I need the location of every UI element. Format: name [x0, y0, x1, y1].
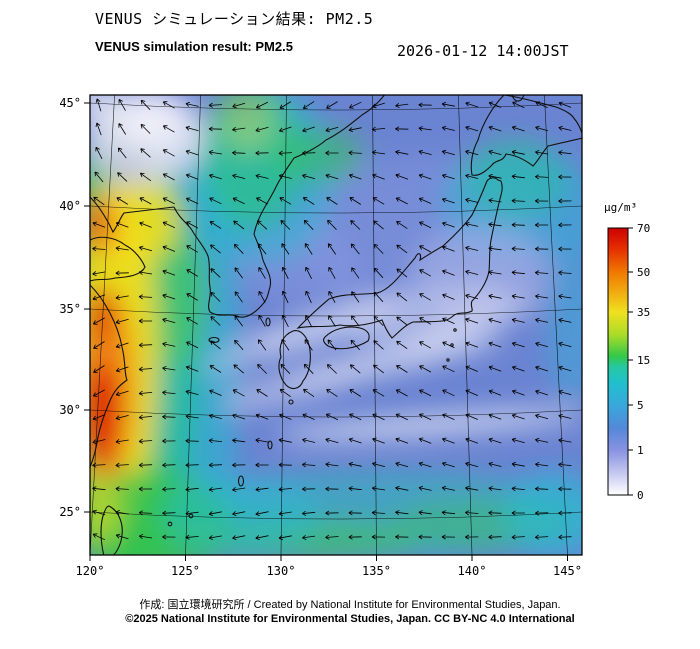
- lat-axis: 45° 40° 35° 30° 25°: [59, 96, 90, 519]
- license-line: ©2025 National Institute for Environment…: [125, 613, 575, 625]
- colorbar-tick-label: 35: [637, 306, 650, 319]
- lon-tick-label: 120°: [76, 564, 105, 578]
- lat-lon-graticule: [90, 95, 582, 555]
- lat-tick-label: 35°: [59, 302, 81, 316]
- pm25-heatmap-layer: [90, 95, 582, 555]
- lon-tick-label: 140°: [458, 564, 487, 578]
- lat-tick-label: 45°: [59, 96, 81, 110]
- colorbar-unit-label: µg/m³: [604, 201, 637, 214]
- colorbar-tick-label: 50: [637, 266, 650, 279]
- simulation-timestamp: 2026-01-12 14:00JST: [397, 42, 569, 60]
- plot-frame: [89, 94, 583, 556]
- colorbar-tick-label: 15: [637, 354, 650, 367]
- cloud-streaks-layer: [90, 95, 582, 440]
- lon-tick-label: 145°: [553, 564, 582, 578]
- colorbar-tick-label: 70: [637, 222, 650, 235]
- lon-axis: 120° 125° 130° 135° 140° 145°: [76, 555, 582, 578]
- figure-title-english: VENUS simulation result: PM2.5: [95, 39, 293, 54]
- pm25-map-figure: 45° 40° 35° 30° 25° 120° 125° 130° 135° …: [59, 94, 650, 578]
- colorbar-tick-label: 5: [637, 399, 644, 412]
- colorbar-tick-label: 0: [637, 489, 644, 502]
- colorbar: µg/m³ 70 50 35 15 5 1 0: [604, 201, 650, 502]
- lon-tick-label: 125°: [171, 564, 200, 578]
- lat-tick-label: 40°: [59, 199, 81, 213]
- wind-arrows-layer: [92, 98, 572, 541]
- colorbar-tick-label: 1: [637, 444, 644, 457]
- lat-tick-label: 25°: [59, 505, 81, 519]
- lat-tick-label: 30°: [59, 403, 81, 417]
- credit-line: 作成: 国立環境研究所 / Created by National Instit…: [139, 599, 561, 611]
- lon-tick-label: 135°: [362, 564, 391, 578]
- lon-tick-label: 130°: [267, 564, 296, 578]
- coastlines-layer: [90, 95, 582, 555]
- figure-title-japanese: VENUS シミュレーション結果: PM2.5: [95, 10, 374, 28]
